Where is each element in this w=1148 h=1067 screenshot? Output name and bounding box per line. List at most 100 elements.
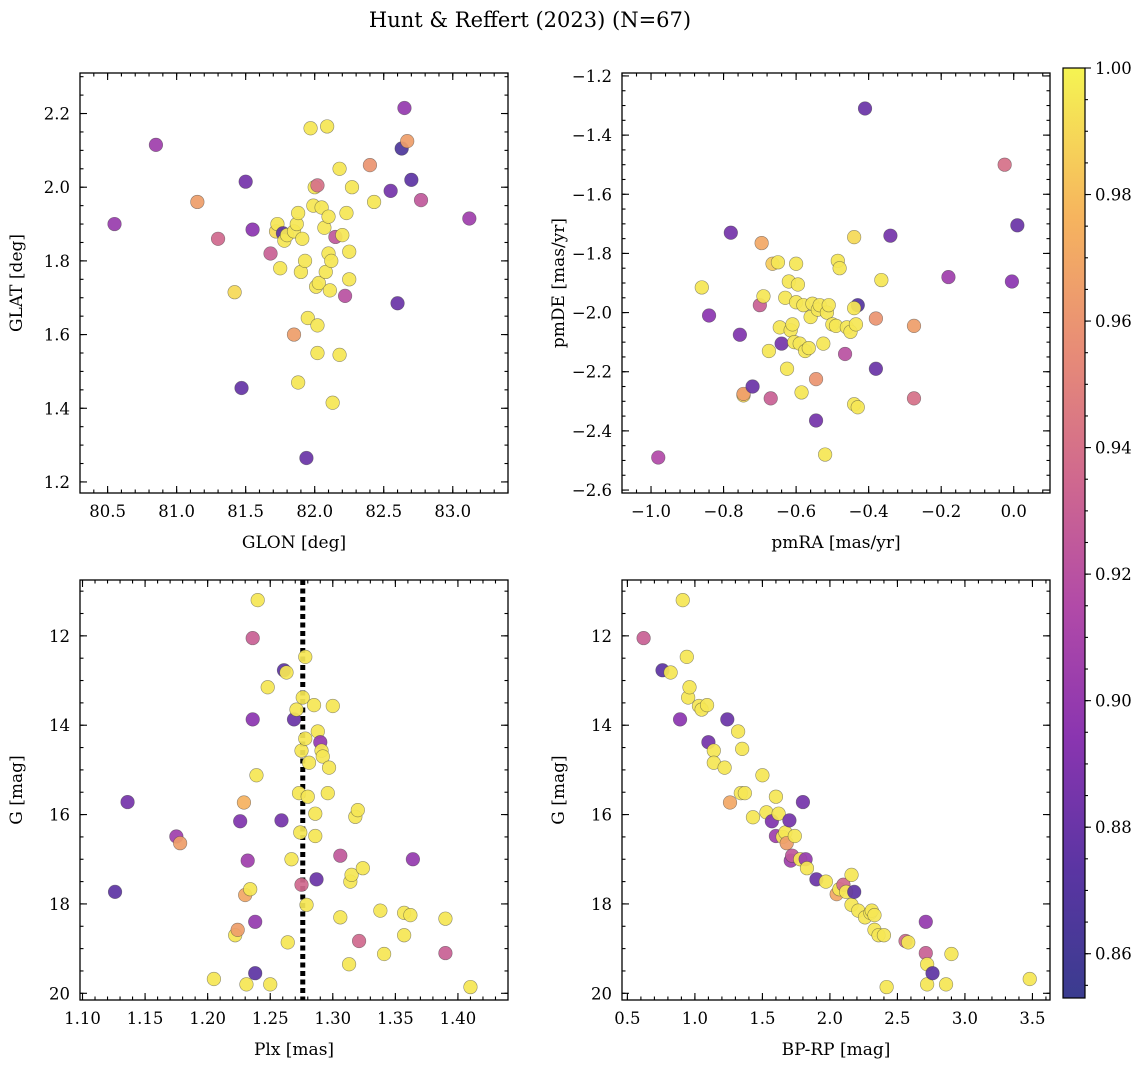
data-point [735,741,750,756]
data-point [298,649,313,664]
y-tick-label: −2.2 [572,363,612,382]
axes-frame [621,72,1051,494]
data-point [383,183,398,198]
data-point [787,828,802,844]
data-point [260,680,275,695]
data-point [321,760,337,775]
data-point [362,158,378,173]
colorbar-tick-label: 0.90 [1095,692,1132,711]
data-point [350,803,365,818]
y-tick-label: 18 [49,895,70,914]
y-tick-label: 1.8 [44,252,70,271]
data-point [867,908,882,923]
data-point [301,755,317,770]
data-point [663,665,678,680]
y-tick-label: 16 [49,806,70,825]
data-point [206,971,222,987]
x-tick-label: 2.5 [884,1009,910,1028]
data-point [901,935,916,950]
colorbar-tick-label: 0.98 [1095,186,1132,205]
data-point [248,966,263,981]
data-point [801,340,816,356]
data-point [342,244,357,259]
x-tick-label: 1.20 [189,1009,226,1028]
x-tick-label: −0.2 [921,502,961,521]
data-point [344,867,359,882]
data-point [311,275,326,291]
y-tick-label: 20 [49,984,70,1003]
data-points [107,593,478,995]
data-point [438,911,453,926]
data-point [299,450,314,466]
x-tick-label: 1.0 [682,1009,708,1028]
data-point [324,253,339,268]
data-point [250,593,265,608]
data-point [837,346,853,362]
data-point [694,280,709,295]
data-point [774,336,789,351]
data-point [636,630,651,646]
x-tick-label: 1.35 [377,1009,414,1028]
data-point [299,897,314,912]
data-point [325,395,340,410]
data-point [761,343,776,359]
data-point [832,261,847,276]
axes-frame [621,579,1051,1001]
data-point [403,908,418,923]
x-tick-label: 3.0 [952,1009,978,1028]
x-axis-label: GLON [deg] [242,533,346,553]
y-tick-label: 12 [591,627,612,646]
data-point [1004,274,1020,289]
data-point [906,318,922,333]
colorbar-tick-label: 0.88 [1095,818,1132,837]
data-point [238,174,253,189]
data-point [763,391,778,406]
data-point [925,966,940,981]
data-point [274,813,289,828]
data-point [306,698,322,713]
x-tick-label: 82.0 [296,502,333,521]
data-point [808,413,824,428]
data-point [847,230,862,245]
data-point [239,977,254,992]
data-point [732,327,747,342]
data-point [273,261,288,276]
data-point [295,690,310,705]
data-point [789,256,804,271]
data-point [941,269,956,285]
y-tick-label: −1.6 [572,185,612,204]
data-point [230,922,245,937]
data-point [722,795,738,810]
x-tick-label: −0.4 [849,502,889,521]
colorbar-tick-label: 0.92 [1095,565,1132,584]
y-tick-label: −1.2 [572,67,612,86]
y-axis-label: GLAT [deg] [7,234,27,332]
data-point [300,310,315,326]
data-point [768,789,784,804]
data-point [731,724,746,739]
data-point [300,789,315,804]
data-point [373,903,388,918]
x-axis-label: BP-RP [mag] [782,1040,891,1060]
data-point [263,977,278,992]
data-point [210,231,226,246]
data-point [351,933,367,949]
data-point [390,296,405,311]
data-point [844,867,859,882]
colorbar-tick-label: 0.94 [1095,439,1132,458]
data-point [879,979,894,995]
panel-lonlat: 80.5 81.0 81.5 82.0 82.5 83.0 1.2 1.4 1.6 1.8 2.0 2… [7,72,509,553]
colorbar-tick-label: 0.86 [1095,945,1132,964]
y-tick-label: 1.2 [44,473,70,492]
data-point [245,712,260,727]
x-tick-label: 3.5 [1019,1009,1045,1028]
data-point [818,874,833,889]
data-point [438,945,453,961]
data-point [234,380,249,396]
data-point [699,698,715,713]
data-point [701,308,717,323]
data-point [400,134,415,149]
y-tick-label: 18 [591,895,612,914]
data-point [404,172,419,187]
data-point [745,810,761,825]
